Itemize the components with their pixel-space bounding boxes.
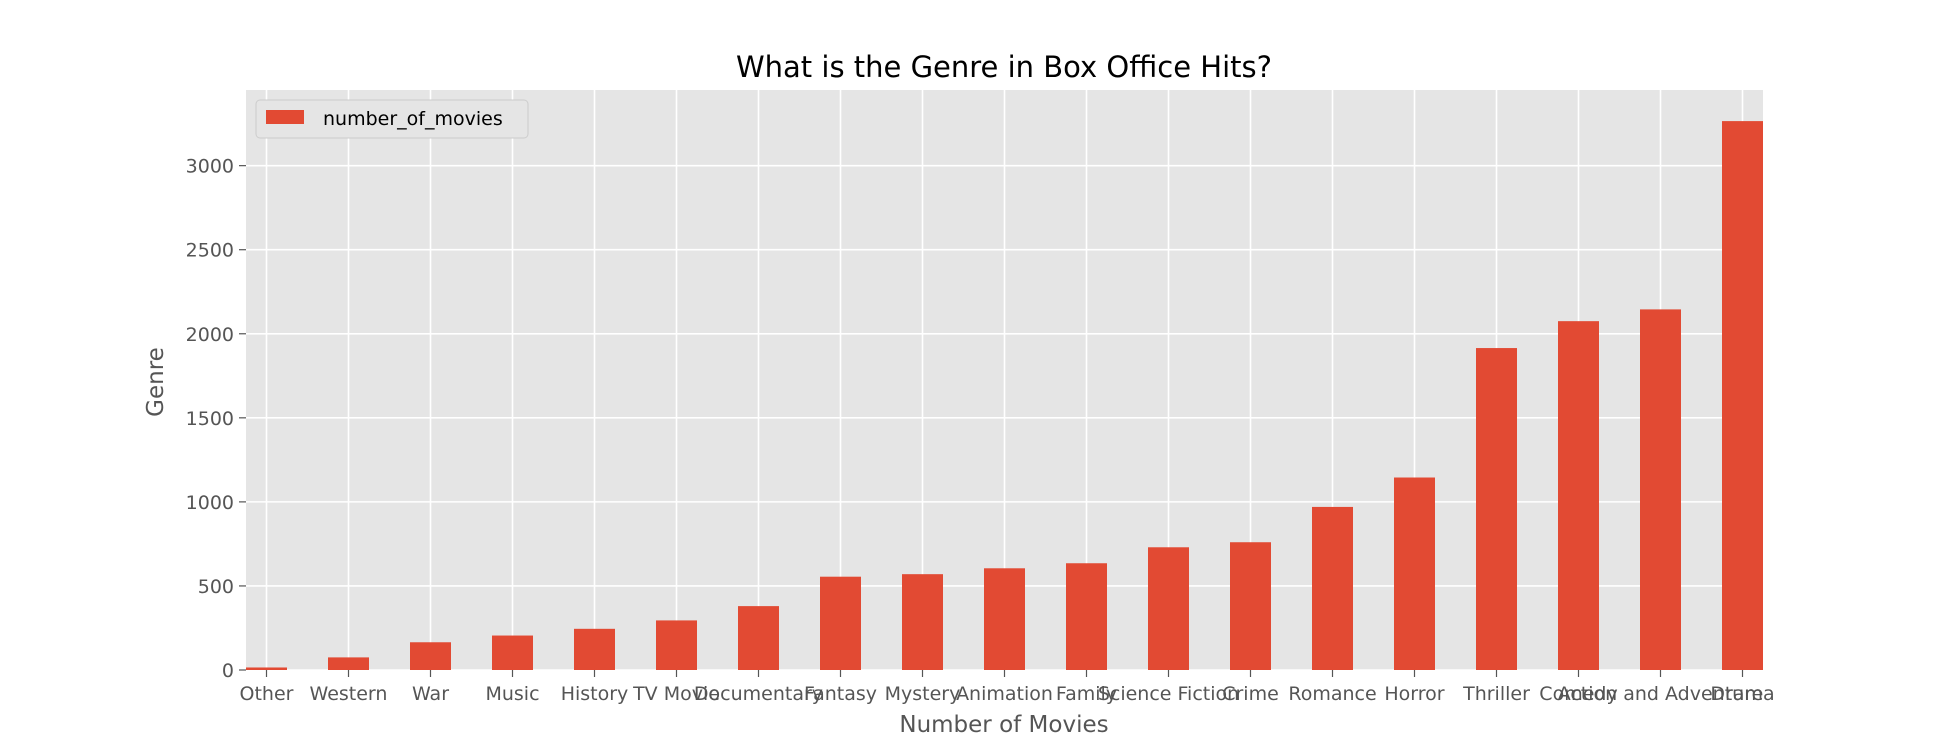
bar: [246, 667, 287, 670]
bar: [574, 628, 615, 670]
y-tick-label: 1000: [186, 492, 234, 514]
x-tick-label: Other: [240, 683, 294, 705]
x-tick-label: Fantasy: [804, 683, 877, 705]
bar: [984, 568, 1025, 670]
bar: [1722, 121, 1763, 671]
bar: [820, 576, 861, 670]
y-tick-label: 1500: [186, 408, 234, 430]
bar: [656, 620, 697, 670]
bar: [1312, 506, 1353, 670]
x-tick-label: Crime: [1222, 683, 1279, 705]
x-tick-label: Western: [310, 683, 388, 705]
x-tick-label: Documentary: [694, 683, 823, 705]
x-tick-label: Drama: [1710, 683, 1774, 705]
x-tick-label: Animation: [956, 683, 1053, 705]
y-tick-label: 0: [222, 660, 234, 682]
y-axis-label: Genre: [143, 347, 169, 417]
x-tick-label: Action and Adventure: [1558, 683, 1764, 705]
bar: [1640, 309, 1681, 670]
bar: [1394, 477, 1435, 670]
chart-title: What is the Genre in Box Office Hits?: [736, 50, 1272, 84]
bar: [1230, 542, 1271, 670]
x-axis-label: Number of Movies: [899, 712, 1108, 738]
x-tick-label: Horror: [1384, 683, 1444, 705]
x-tick-label: Romance: [1288, 683, 1376, 705]
y-tick-label: 3000: [186, 156, 234, 178]
x-tick-label: Comedy: [1539, 683, 1617, 705]
x-axis-ticks: Other Western War Music History TV MovieDocum…: [240, 670, 1775, 705]
bar: [738, 606, 779, 670]
y-tick-label: 2000: [186, 324, 234, 346]
bar: [492, 635, 533, 670]
x-tick-label: War: [412, 683, 449, 705]
bars: [246, 121, 1763, 671]
legend: number_of_movies: [255, 99, 529, 139]
y-tick-label: 2500: [186, 240, 234, 262]
legend-swatch: [266, 110, 304, 124]
x-tick-label: Science Fiction: [1098, 683, 1239, 705]
legend-label: number_of_movies: [323, 108, 503, 130]
bar: [1066, 563, 1107, 670]
x-tick-label: History: [561, 683, 629, 705]
bar: [902, 574, 943, 670]
x-tick-label: Mystery: [885, 683, 961, 705]
bar: [1148, 547, 1189, 670]
bar: [1558, 321, 1599, 670]
y-axis-ticks: 0 500 1000 1500 2000 2500 3000: [186, 156, 246, 682]
y-tick-label: 500: [198, 576, 234, 598]
bar: [1476, 348, 1517, 670]
x-tick-label: Family: [1056, 683, 1117, 705]
x-tick-label: TV Movie: [632, 683, 720, 705]
bar: [328, 657, 369, 670]
bar: [410, 642, 451, 670]
x-tick-label: Music: [485, 683, 539, 705]
legend-box: [255, 99, 529, 139]
x-tick-label: Thriller: [1462, 683, 1530, 705]
